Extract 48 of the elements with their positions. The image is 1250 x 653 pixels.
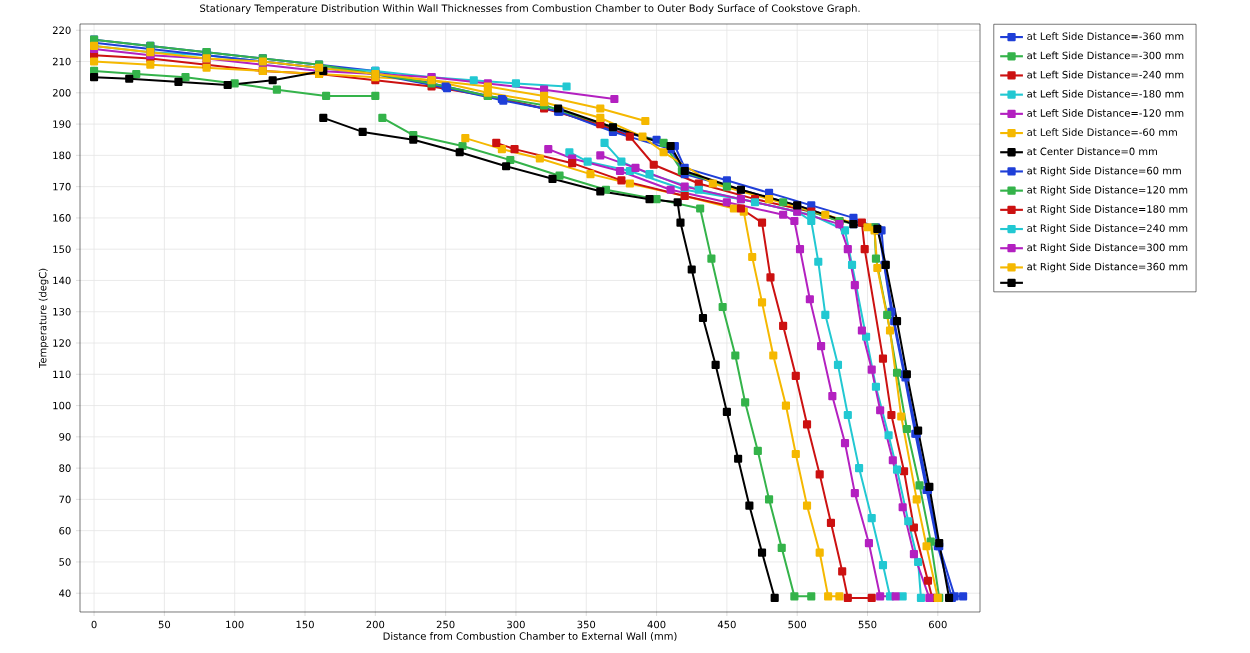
x-tick-label: 450 [717, 620, 736, 629]
y-tick-label: 150 [53, 245, 71, 253]
chart-title: Stationary Temperature Distribution Within Wall Thicknesses from Combustion Chamber to Outer Body Surface of Cookstove Graph. [200, 4, 860, 14]
x-tick-label: 250 [436, 620, 455, 629]
y-axis-title: Temperature (degC) [38, 268, 49, 369]
x-tick-label: 200 [366, 620, 385, 629]
x-tick-label: 50 [158, 620, 171, 629]
y-tick-label: 210 [52, 57, 71, 66]
y-tick-label: 50 [59, 558, 71, 566]
y-tick-label: 110 [53, 370, 71, 379]
legend-label: at Left Side Distance=-60 mm [1027, 128, 1177, 136]
legend-label: at Left Side Distance=-180 mm [1027, 89, 1184, 98]
legend-label: at Left Side Distance=-360 mm [1027, 32, 1184, 41]
y-tick-label: 60 [59, 526, 71, 535]
x-tick-label: 500 [788, 620, 807, 629]
y-tick-label: 220 [52, 26, 71, 35]
legend-label: at Left Side Distance=-300 mm [1027, 51, 1184, 60]
x-tick-label: 600 [928, 620, 947, 629]
legend-label: at Left Side Distance=-240 mm [1027, 70, 1184, 79]
y-tick-label: 190 [53, 120, 71, 128]
y-tick-label: 100 [53, 401, 71, 410]
x-axis-title: Distance from Combustion Chamber to External Wall (mm) [383, 632, 677, 641]
legend-label: at Right Side Distance=180 mm [1027, 205, 1188, 215]
legend-label: at Left Side Distance=-120 mm [1027, 109, 1184, 117]
x-tick-label: 550 [858, 620, 877, 629]
legend-label: at Center Distance=0 mm [1027, 147, 1157, 156]
legend-label: at Right Side Distance=240 mm [1027, 224, 1188, 234]
legend-label: at Right Side Distance=360 mm [1027, 262, 1188, 273]
y-tick-label: 40 [59, 589, 71, 598]
y-tick-label: 130 [53, 307, 71, 316]
y-tick-label: 120 [53, 339, 71, 347]
y-tick-label: 90 [59, 433, 71, 441]
y-tick-label: 70 [59, 495, 71, 504]
x-tick-label: 150 [296, 620, 314, 629]
x-tick-label: 100 [226, 620, 244, 629]
y-tick-label: 170 [53, 182, 71, 191]
y-tick-label: 140 [53, 276, 71, 285]
x-tick-label: 350 [577, 620, 596, 629]
x-tick-label: 0 [91, 620, 97, 629]
x-tick-label: 300 [507, 620, 525, 629]
y-tick-label: 200 [52, 89, 71, 97]
legend-label: at Right Side Distance=300 mm [1027, 243, 1188, 254]
x-tick-label: 400 [647, 620, 666, 629]
y-tick-label: 80 [59, 464, 71, 472]
y-tick-label: 180 [53, 151, 71, 160]
legend-label: at Right Side Distance=120 mm [1027, 185, 1188, 196]
y-tick-label: 160 [53, 214, 71, 222]
legend-label: at Right Side Distance=60 mm [1027, 166, 1181, 177]
